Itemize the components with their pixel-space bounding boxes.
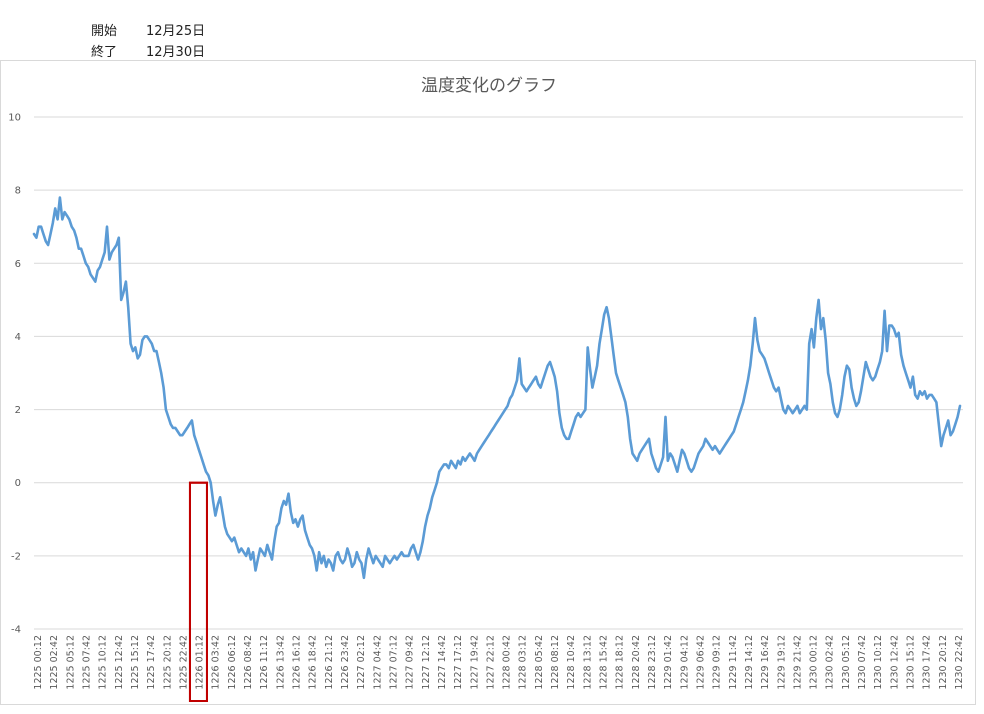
- x-tick-label: 1227 19:42: [469, 635, 480, 690]
- x-tick-label: 1227 09:42: [405, 635, 416, 690]
- x-tick-label: 1227 02:12: [356, 635, 367, 690]
- x-tick-label: 1225 17:42: [146, 635, 157, 690]
- x-tick-label: 1228 05:42: [534, 635, 545, 690]
- y-tick-label: -2: [11, 551, 21, 562]
- y-tick-label: 6: [15, 259, 21, 270]
- x-tick-label: 1228 23:12: [647, 635, 658, 690]
- x-tick-label: 1225 02:42: [49, 635, 60, 690]
- x-tick-label: 1227 17:12: [453, 635, 464, 690]
- start-label: 開始: [91, 24, 118, 39]
- y-tick-label: 0: [15, 478, 21, 489]
- x-tick-label: 1225 12:42: [114, 635, 125, 690]
- x-tick-label: 1225 05:12: [65, 635, 76, 690]
- temperature-series-line: [32, 196, 962, 580]
- x-tick-label: 1226 18:42: [308, 635, 319, 690]
- x-tick-label: 1229 11:42: [728, 635, 739, 690]
- x-tick-label: 1229 04:12: [679, 635, 690, 690]
- x-tick-label: 1226 06:12: [227, 635, 238, 690]
- x-tick-label: 1229 06:42: [695, 635, 706, 690]
- x-tick-label: 1225 22:42: [178, 635, 189, 690]
- x-tick-label: 1228 10:42: [566, 635, 577, 690]
- x-tick-label: 1230 07:42: [857, 635, 868, 690]
- x-tick-label: 1228 20:42: [631, 635, 642, 690]
- chart-title: 温度変化のグラフ: [421, 76, 557, 96]
- x-tick-label: 1228 00:42: [502, 635, 513, 690]
- y-tick-label: 8: [15, 186, 21, 197]
- x-tick-label: 1225 20:12: [162, 635, 173, 690]
- x-tick-label: 1228 13:12: [582, 635, 593, 690]
- x-tick-label: 1226 03:42: [211, 635, 222, 690]
- x-tick-label: 1229 19:12: [776, 635, 787, 690]
- x-tick-label: 1225 00:12: [33, 635, 44, 690]
- x-tick-label: 1229 16:42: [760, 635, 771, 690]
- x-tick-label: 1230 22:42: [954, 635, 965, 690]
- x-tick-label: 1229 01:42: [663, 635, 674, 690]
- x-tick-label: 1226 23:42: [340, 635, 351, 690]
- x-tick-label: 1225 10:12: [98, 635, 109, 690]
- highlight-box: [188, 481, 208, 703]
- end-date: 12月30日: [146, 45, 206, 60]
- end-label: 終了: [91, 45, 118, 60]
- x-tick-label: 1228 03:12: [518, 635, 529, 690]
- x-tick-label: 1230 17:42: [922, 635, 933, 690]
- x-tick-label: 1225 15:12: [130, 635, 141, 690]
- x-tick-label: 1230 00:12: [809, 635, 820, 690]
- x-tick-label: 1228 08:12: [550, 635, 561, 690]
- x-tick-label: 1227 22:12: [485, 635, 496, 690]
- x-tick-label: 1229 14:12: [744, 635, 755, 690]
- x-tick-label: 1225 07:42: [81, 635, 92, 690]
- x-tick-label: 1226 08:42: [243, 635, 254, 690]
- x-tick-label: 1230 12:42: [889, 635, 900, 690]
- start-date: 12月25日: [146, 24, 206, 39]
- temperature-line-chart: -4 -2 0 2 4 6 8 10 温度変化のグラフ 1225 00:12 1225 02:4…: [8, 76, 965, 703]
- x-tick-label: 1229 21:42: [792, 635, 803, 690]
- x-tick-label: 1228 15:42: [599, 635, 610, 690]
- x-tick-label: 1226 11:12: [259, 635, 270, 690]
- x-tick-label: 1226 21:12: [324, 635, 335, 690]
- x-tick-label: 1226 16:12: [292, 635, 303, 690]
- x-tick-label: 1230 20:12: [938, 635, 949, 690]
- x-tick-label: 1226 13:42: [275, 635, 286, 690]
- y-tick-label: -4: [11, 625, 21, 636]
- x-tick-label: 1230 10:12: [873, 635, 884, 690]
- y-tick-label: 2: [15, 405, 21, 416]
- x-tick-label: 1227 12:12: [421, 635, 432, 690]
- x-tick-label: 1227 14:42: [437, 635, 448, 690]
- y-tick-label: 4: [15, 332, 21, 343]
- x-tick-label: 1229 09:12: [712, 635, 723, 690]
- x-tick-label: 1228 18:12: [615, 635, 626, 690]
- x-tick-label: 1230 02:42: [825, 635, 836, 690]
- x-tick-label: 1227 07:12: [388, 635, 399, 690]
- x-tick-label: 1226 01:12: [195, 635, 206, 690]
- x-tick-label: 1230 05:12: [841, 635, 852, 690]
- y-tick-label: 10: [8, 113, 21, 124]
- x-tick-label: 1230 15:12: [906, 635, 917, 690]
- x-tick-label: 1227 04:42: [372, 635, 383, 690]
- chart-area: -4 -2 0 2 4 6 8 10 温度変化のグラフ 1225 00:12 1225 02:4…: [0, 60, 976, 705]
